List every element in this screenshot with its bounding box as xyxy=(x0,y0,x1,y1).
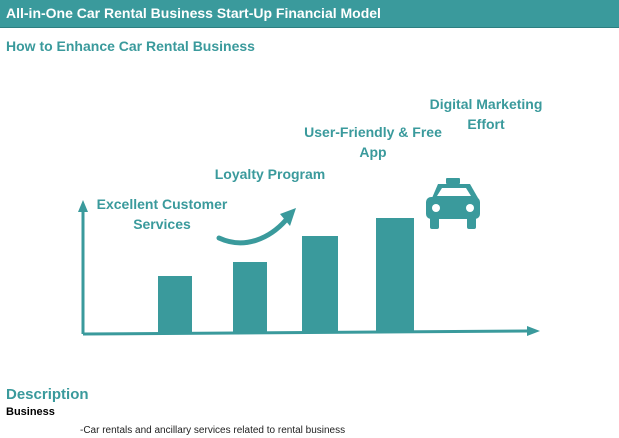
step-label-loyalty-program: Loyalty Program xyxy=(214,166,326,182)
curved-arrow-icon xyxy=(216,208,296,246)
step-bar-1 xyxy=(158,276,192,333)
step-label-digital-marketing: Digital Marketing Effort xyxy=(429,96,543,132)
step-label-customer-services: Excellent Customer Services xyxy=(96,196,228,232)
taxi-icon xyxy=(426,178,480,229)
step-bar-2 xyxy=(233,262,267,333)
description-title: Description xyxy=(6,386,89,403)
section-title: How to Enhance Car Rental Business xyxy=(6,38,255,54)
description-text: -Car rentals and ancillary services rela… xyxy=(80,425,346,436)
header-title: All-in-One Car Rental Business Start-Up … xyxy=(6,5,381,21)
horizontal-axis-arrowhead xyxy=(527,326,540,336)
description-subtitle: Business xyxy=(6,406,55,418)
vertical-axis-arrowhead xyxy=(78,200,88,212)
step-bar-3 xyxy=(302,236,338,333)
step-label-user-friendly-app: User-Friendly & Free App xyxy=(304,124,442,160)
header-bar: All-in-One Car Rental Business Start-Up … xyxy=(0,0,619,28)
step-bar-4 xyxy=(376,218,414,333)
